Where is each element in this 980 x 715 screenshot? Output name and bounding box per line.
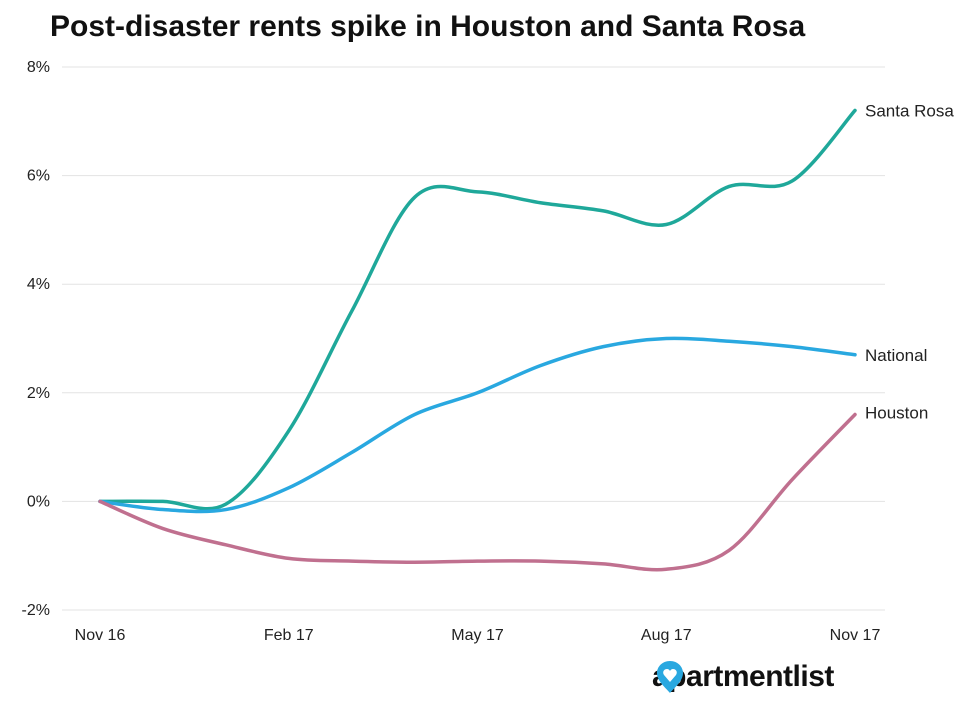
series-labels: Santa Rosa National Houston [865,101,954,422]
y-tick-label: 6% [27,168,50,185]
series-line-houston [98,412,857,572]
x-tick-label: Nov 17 [830,627,881,644]
map-pin-heart-icon [657,661,683,693]
series-label-national: National [865,346,927,365]
logo-text-list: list [792,660,835,693]
series-line-national [98,336,857,514]
apartment-list-logo: apartment list [652,660,834,694]
series-line-santa-rosa [98,108,857,511]
y-tick-label: 2% [27,385,50,402]
series-label-santa-rosa: Santa Rosa [865,101,954,120]
y-tick-label: 4% [27,276,50,293]
x-tick-label: Feb 17 [264,627,314,644]
series-label-houston: Houston [865,404,928,423]
x-tick-label: Aug 17 [641,627,692,644]
y-axis-ticks: 8% 6% 4% 2% 0% -2% [22,59,50,619]
y-tick-label: 8% [27,59,50,76]
series-lines [98,108,857,572]
x-tick-label: Nov 16 [75,627,126,644]
x-tick-label: May 17 [451,627,504,644]
y-tick-label: 0% [27,493,50,510]
gridlines [62,66,885,611]
x-axis-ticks: Nov 16 Feb 17 May 17 Aug 17 Nov 17 [75,627,881,644]
chart-title: Post-disaster rents spike in Houston and… [50,10,806,43]
y-tick-label: -2% [22,602,50,619]
